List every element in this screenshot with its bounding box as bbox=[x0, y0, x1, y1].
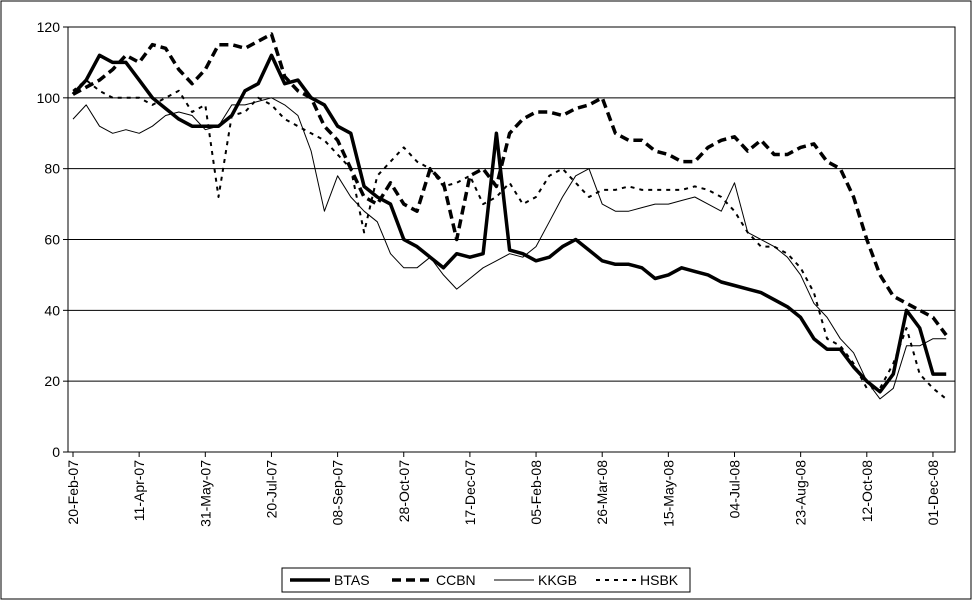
x-tick-label: 08-Sep-07 bbox=[330, 460, 346, 526]
x-tick-label: 17-Dec-07 bbox=[462, 460, 478, 526]
x-tick-label: 04-Jul-08 bbox=[727, 460, 743, 519]
series-line bbox=[72, 79, 947, 400]
x-tick-label: 20-Feb-07 bbox=[65, 460, 81, 525]
x-tick-label: 26-Mar-08 bbox=[594, 460, 610, 525]
x-tick-label: 23-Aug-08 bbox=[793, 460, 809, 526]
legend bbox=[281, 567, 691, 593]
y-tick-label: 80 bbox=[44, 161, 60, 177]
x-tick-label: 01-Dec-08 bbox=[925, 460, 941, 526]
y-tick-label: 120 bbox=[37, 19, 61, 35]
y-tick-label: 100 bbox=[37, 90, 61, 106]
legend-label: KKGB bbox=[538, 572, 577, 588]
y-tick-label: 60 bbox=[44, 232, 60, 248]
y-tick-label: 0 bbox=[52, 444, 60, 460]
legend-label: CCBN bbox=[436, 572, 476, 588]
series-line bbox=[72, 32, 948, 337]
x-tick-label: 05-Feb-08 bbox=[528, 460, 544, 525]
y-tick-label: 20 bbox=[44, 373, 60, 389]
x-tick-label: 15-May-08 bbox=[660, 460, 676, 527]
x-tick-label: 20-Jul-07 bbox=[263, 460, 279, 519]
legend-label: HSBK bbox=[640, 572, 679, 588]
legend-label: BTAS bbox=[334, 572, 370, 588]
series-line bbox=[72, 97, 947, 400]
x-tick-label: 12-Oct-08 bbox=[859, 460, 875, 522]
y-tick-label: 40 bbox=[44, 302, 60, 318]
x-tick-label: 28-Oct-07 bbox=[396, 460, 412, 522]
x-tick-label: 31-May-07 bbox=[197, 460, 213, 527]
x-tick-label: 11-Apr-07 bbox=[131, 460, 147, 521]
